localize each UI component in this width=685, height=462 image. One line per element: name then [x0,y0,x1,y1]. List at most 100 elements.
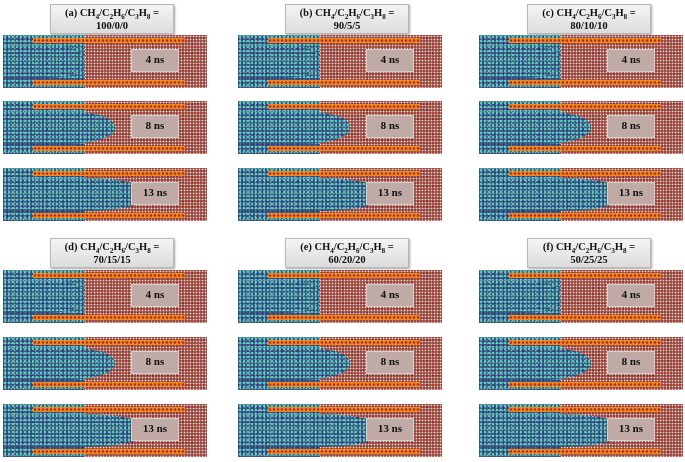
composition-ratio: 90/5/5 [333,21,361,32]
time-label: 8 ns [366,115,414,138]
time-label: 4 ns [607,49,655,72]
gas-front [3,280,85,313]
simulation-snapshot: 4 ns [238,35,442,88]
gas-front [3,414,150,447]
simulation-snapshot: 13 ns [238,404,442,457]
gas-front [479,347,591,380]
composition-ratio: 70/15/15 [93,255,131,266]
gas-front [479,45,561,78]
pore-wall-top [33,340,185,345]
panel-label: (b) CH4/C2H6/C3H8 = 90/5/5 [285,4,409,34]
pore-wall-top [268,273,420,278]
time-label: 4 ns [607,284,655,307]
gas-front [479,178,626,211]
composition-ratio: 100/0/0 [95,21,129,32]
simulation-snapshot: 13 ns [3,404,207,457]
gas-front [238,111,350,144]
pore-wall-bottom [33,315,185,320]
pore-wall-bottom [509,382,661,387]
gas-front [3,111,115,144]
time-label: 4 ns [366,49,414,72]
pore-wall-bottom [268,80,420,85]
pore-wall-bottom [509,449,661,454]
panel-label: (c) CH4/C2H6/C3H8 = 80/10/10 [527,4,651,34]
simulation-snapshot: 13 ns [238,168,442,221]
pore-wall-top [33,38,185,43]
pore-wall-bottom [33,213,185,218]
pore-wall-top [268,340,420,345]
gas-front [238,280,320,313]
time-label: 13 ns [131,182,179,205]
time-label: 13 ns [366,418,414,441]
simulation-snapshot: 4 ns [3,270,207,323]
simulation-snapshot: 13 ns [479,404,683,457]
pore-wall-bottom [33,449,185,454]
pore-wall-top [33,273,185,278]
panel-letter: (e) [300,242,312,253]
pore-wall-bottom [268,315,420,320]
simulation-snapshot: 4 ns [479,270,683,323]
simulation-snapshot: 4 ns [3,35,207,88]
simulation-snapshot: 8 ns [3,101,207,154]
time-label: 8 ns [607,115,655,138]
gas-front [479,111,591,144]
simulation-snapshot: 8 ns [3,337,207,390]
composition-ratio: 50/25/25 [570,255,608,266]
panel-letter: (a) [64,8,78,19]
gas-front [238,414,385,447]
pore-wall-top [509,407,661,412]
simulation-snapshot: 8 ns [238,337,442,390]
panel-label: (a) CH4/C2H6/C3H8 = 100/0/0 [50,4,174,34]
simulation-snapshot: 4 ns [479,35,683,88]
pore-wall-bottom [509,80,661,85]
composition-ratio: 80/10/10 [570,21,608,32]
simulation-snapshot: 8 ns [479,101,683,154]
panel-letter: (f) [542,242,554,253]
simulation-snapshot: 8 ns [479,337,683,390]
pore-wall-top [509,104,661,109]
simulation-snapshot: 13 ns [3,168,207,221]
gas-front [238,45,320,78]
panel-letter: (b) [299,8,313,19]
time-label: 13 ns [607,418,655,441]
pore-wall-bottom [33,80,185,85]
pore-wall-top [268,407,420,412]
time-label: 4 ns [366,284,414,307]
panel-label: (e) CH4/C2H6/C3H8 = 60/20/20 [285,238,409,268]
pore-wall-top [509,171,661,176]
pore-wall-top [509,38,661,43]
time-label: 13 ns [131,418,179,441]
pore-wall-bottom [33,382,185,387]
pore-wall-top [509,273,661,278]
gas-front [3,347,115,380]
panel-letter: (c) [542,8,554,19]
time-label: 13 ns [607,182,655,205]
pore-wall-bottom [268,213,420,218]
time-label: 8 ns [366,351,414,374]
simulation-snapshot: 4 ns [238,270,442,323]
time-label: 4 ns [131,49,179,72]
gas-front [3,178,150,211]
pore-wall-top [268,104,420,109]
pore-wall-bottom [268,382,420,387]
gas-front [238,178,385,211]
time-label: 8 ns [131,351,179,374]
pore-wall-top [33,407,185,412]
pore-wall-bottom [509,213,661,218]
pore-wall-top [33,104,185,109]
time-label: 8 ns [131,115,179,138]
pore-wall-bottom [509,146,661,151]
pore-wall-bottom [268,449,420,454]
panel-label: (f) CH4/C2H6/C3H8 = 50/25/25 [527,238,651,268]
time-label: 13 ns [366,182,414,205]
composition-ratio: 60/20/20 [328,255,366,266]
time-label: 8 ns [607,351,655,374]
time-label: 4 ns [131,284,179,307]
pore-wall-top [268,38,420,43]
gas-front [238,347,350,380]
pore-wall-bottom [509,315,661,320]
simulation-snapshot: 13 ns [479,168,683,221]
panel-letter: (d) [64,242,78,253]
gas-front [479,414,626,447]
pore-wall-top [509,340,661,345]
